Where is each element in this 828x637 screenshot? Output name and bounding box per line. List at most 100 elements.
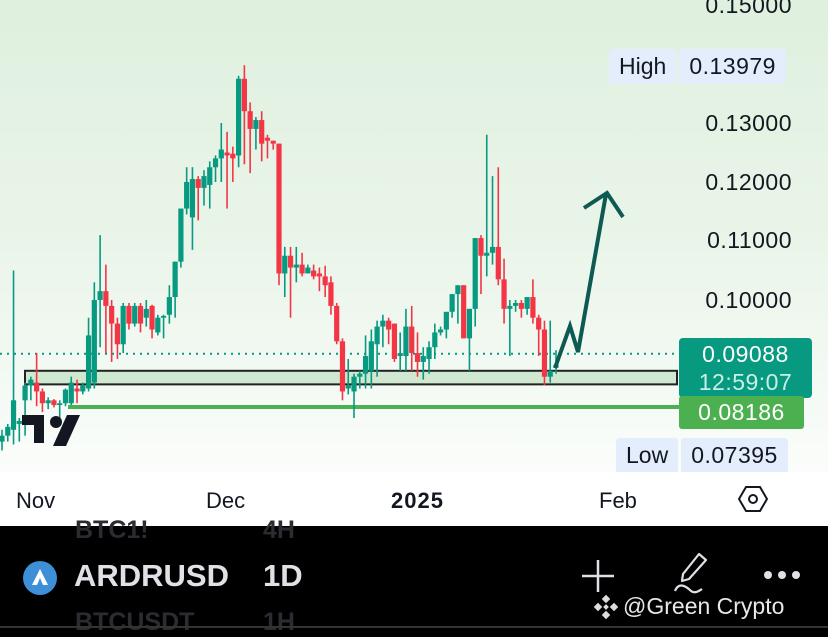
interval-selector[interactable]: 1D xyxy=(263,558,303,593)
candle xyxy=(97,291,103,300)
candle xyxy=(374,326,380,345)
candle xyxy=(489,246,496,253)
chart-settings-icon[interactable] xyxy=(737,485,769,518)
candle xyxy=(311,270,317,277)
candle xyxy=(189,179,196,218)
candle xyxy=(91,300,97,383)
candle xyxy=(478,238,484,256)
candle xyxy=(120,305,126,345)
candle xyxy=(524,297,530,309)
candle xyxy=(85,335,92,389)
candle xyxy=(380,320,386,327)
candle xyxy=(259,120,265,144)
candle xyxy=(236,78,242,156)
watermark-text: @Green Crypto xyxy=(623,593,785,619)
tradingview-logo-icon[interactable] xyxy=(22,413,82,454)
candle xyxy=(247,111,253,129)
candle xyxy=(62,389,69,404)
candle xyxy=(282,255,288,274)
candle xyxy=(345,385,351,389)
bottom-toolbar: BTC1! 4H BTCUSDT 1H xyxy=(0,516,828,636)
price-tick-2: 0.12000 xyxy=(705,169,792,195)
candle xyxy=(403,326,409,357)
binance-logo-icon xyxy=(593,594,619,619)
watermark: @Green Crypto xyxy=(593,593,784,620)
candle xyxy=(339,341,346,392)
candle xyxy=(536,317,542,330)
candle xyxy=(414,353,421,362)
prev-symbol-ghost: BTC1! xyxy=(75,516,149,544)
time-axis[interactable]: Nov Dec 2025 Feb xyxy=(0,472,828,526)
candle xyxy=(334,305,340,342)
candle xyxy=(5,426,11,436)
high-value: 0.13979 xyxy=(679,49,786,84)
price-tick-0: 0.15000 xyxy=(705,0,792,18)
candle xyxy=(172,261,178,298)
low-price-tag: Low 0.07395 xyxy=(616,438,788,472)
time-label-dec: Dec xyxy=(206,488,246,513)
candle xyxy=(253,120,259,129)
candle xyxy=(449,294,455,312)
symbol-selector[interactable]: ARDRUSD xyxy=(74,558,229,593)
candle xyxy=(241,78,247,112)
candle xyxy=(299,264,305,274)
candlestick-chart[interactable] xyxy=(0,0,828,472)
add-plus-icon[interactable] xyxy=(580,558,616,599)
low-value: 0.07395 xyxy=(681,438,788,472)
time-label-nov: Nov xyxy=(16,488,56,513)
candle xyxy=(316,273,322,277)
candle xyxy=(264,137,271,141)
candle xyxy=(114,323,121,345)
high-label: High xyxy=(609,49,677,84)
candle xyxy=(541,329,548,377)
candle xyxy=(437,329,444,333)
candle xyxy=(409,326,415,354)
candle xyxy=(351,376,357,392)
chart-area[interactable]: 0.15000 0.13000 0.12000 0.11000 0.10000 … xyxy=(0,0,828,472)
candle xyxy=(507,305,513,309)
candle xyxy=(80,385,86,392)
candle xyxy=(472,238,478,309)
candle xyxy=(39,391,45,404)
candle xyxy=(178,208,184,262)
candle xyxy=(184,182,190,209)
candle xyxy=(149,305,155,330)
candle xyxy=(466,308,473,339)
candle xyxy=(443,311,449,330)
candle xyxy=(530,297,536,318)
more-options-icon[interactable] xyxy=(762,568,802,587)
ardor-coin-icon xyxy=(23,561,57,595)
candle xyxy=(495,246,501,280)
divider xyxy=(0,626,828,628)
candle xyxy=(16,420,22,424)
candle xyxy=(426,347,432,359)
candle xyxy=(432,332,438,348)
candle xyxy=(230,153,236,159)
candle xyxy=(397,353,403,357)
candle xyxy=(10,400,17,430)
support-zone-box xyxy=(24,369,678,386)
high-price-tag: High 0.13979 xyxy=(609,49,786,84)
price-tick-4: 0.10000 xyxy=(705,287,792,313)
candle xyxy=(74,388,80,392)
candle xyxy=(362,356,369,374)
candle xyxy=(126,305,132,324)
candle xyxy=(276,143,282,274)
candle xyxy=(212,158,219,168)
arrow-head xyxy=(582,190,625,219)
candle xyxy=(137,305,144,324)
candle xyxy=(386,320,392,330)
candle xyxy=(501,279,507,309)
candle xyxy=(391,323,398,359)
drawing-tool-icon[interactable] xyxy=(669,551,713,600)
support-price-tag: 0.08186 xyxy=(679,396,804,429)
candle xyxy=(218,149,224,159)
candle xyxy=(51,400,57,406)
last-price-tag: 0.09088 12:59:07 xyxy=(679,338,812,398)
prev-interval-ghost: 4H xyxy=(263,516,295,544)
candle xyxy=(293,264,299,268)
candle xyxy=(103,291,109,306)
candle xyxy=(357,373,363,377)
next-symbol-ghost: BTCUSDT xyxy=(75,608,195,636)
price-tick-1: 0.13000 xyxy=(705,110,792,136)
